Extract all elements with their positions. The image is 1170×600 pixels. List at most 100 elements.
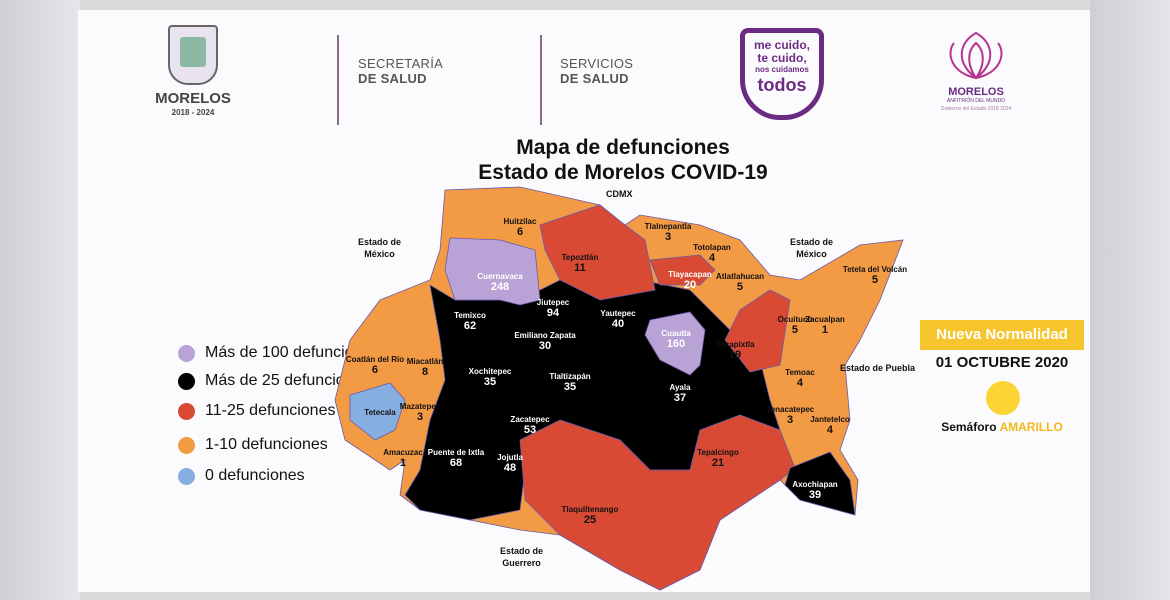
municipality-label: Jojutla 48 bbox=[497, 453, 523, 474]
municipality-label: Zacualpan 1 bbox=[805, 315, 845, 336]
municipality-name: Puente de Ixtla bbox=[427, 448, 485, 457]
municipality-name: Emiliano Zapata bbox=[514, 331, 576, 340]
municipality-name: Temixco bbox=[454, 311, 486, 320]
municipality-label: Temixco 62 bbox=[454, 311, 486, 332]
municipality-name: Atlatlahucan bbox=[715, 272, 765, 281]
municipality-label: Jantetelco 4 bbox=[810, 415, 850, 436]
lotus-logo-icon bbox=[946, 28, 1006, 83]
municipality-label: Tepalcingo 21 bbox=[697, 448, 739, 469]
municipality-name: Axochiapan bbox=[792, 480, 838, 489]
municipality-label: Zacatepec 53 bbox=[510, 415, 550, 436]
municipality-label: Coatlán del Río 6 bbox=[346, 355, 404, 376]
municipality-name: Xochitepec bbox=[468, 367, 512, 376]
municipality-deaths: 160 bbox=[666, 338, 686, 350]
legend-item: Más de 100 defunciones bbox=[178, 344, 379, 362]
municipality-name: Ocuituco bbox=[777, 315, 813, 324]
municipality-label: Yecapixtla 19 bbox=[715, 340, 755, 361]
municipality-label: Amacuzac 1 bbox=[383, 448, 423, 469]
municipality-deaths: 5 bbox=[736, 281, 744, 293]
municipality-name: Jiutepec bbox=[536, 298, 570, 307]
municipality-deaths: 35 bbox=[483, 376, 497, 388]
municipality-deaths: 35 bbox=[563, 381, 577, 393]
neighbor-edomex-east: Estado de México bbox=[790, 237, 834, 259]
municipality-name: Totolapan bbox=[693, 243, 731, 252]
neighbor-edomex-west: Estado de México bbox=[358, 237, 402, 259]
campaign-logo: me cuido, te cuido, nos cuidamos todos bbox=[740, 28, 824, 120]
municipality-label: Axochiapan 39 bbox=[792, 480, 838, 501]
municipality-deaths: 11 bbox=[574, 262, 586, 274]
legend-swatch bbox=[178, 402, 195, 420]
municipality-deaths: 21 bbox=[711, 457, 725, 469]
municipality-name: Zacualpan bbox=[805, 315, 845, 324]
municipality-deaths: 30 bbox=[538, 340, 552, 352]
legend-swatch bbox=[178, 372, 195, 390]
municipality-name: Tetecala bbox=[364, 408, 396, 417]
municipality-label: Temoac 4 bbox=[785, 368, 815, 389]
legend-swatch bbox=[178, 344, 195, 362]
municipality-label: Tlalnepantla 3 bbox=[644, 222, 692, 243]
divider bbox=[540, 35, 542, 125]
municipality-name: Cuautla bbox=[661, 329, 691, 338]
municipality-label: Tepoztlán 11 bbox=[561, 253, 599, 274]
semaforo-status: Semáforo AMARILLO bbox=[941, 420, 1063, 434]
secretaria-de-salud: SECRETARÍA DE SALUD bbox=[358, 56, 444, 86]
municipality-name: Ayala bbox=[669, 383, 691, 392]
municipality-label: Jonacatepec 3 bbox=[765, 405, 815, 426]
semaforo-light-icon bbox=[986, 381, 1020, 415]
municipality-name: Yautepec bbox=[600, 309, 636, 318]
region-axochiapan bbox=[784, 451, 856, 516]
municipality-name: Jojutla bbox=[497, 453, 523, 462]
municipality-deaths: 68 bbox=[449, 457, 463, 469]
municipality-deaths: 1 bbox=[399, 457, 407, 469]
municipality-name: Yecapixtla bbox=[715, 340, 755, 349]
municipality-label: Tlayacapan 20 bbox=[668, 270, 712, 291]
municipality-deaths: 6 bbox=[516, 226, 524, 238]
municipality-name: Jonacatepec bbox=[765, 405, 815, 414]
legend-item: 11-25 defunciones bbox=[178, 402, 335, 420]
municipality-label: Xochitepec 35 bbox=[468, 367, 512, 388]
legend-swatch bbox=[178, 436, 195, 454]
phase-badge: Nueva Normalidad bbox=[920, 320, 1084, 350]
legend-swatch bbox=[178, 467, 195, 485]
background-left bbox=[0, 0, 80, 600]
municipality-label: Tlaltizapán 35 bbox=[549, 372, 591, 393]
municipality-label: Cuautla 160 bbox=[661, 329, 691, 350]
municipality-label: Emiliano Zapata 30 bbox=[514, 331, 576, 352]
municipality-deaths: 39 bbox=[808, 489, 822, 501]
municipality-name: Tlalnepantla bbox=[644, 222, 692, 231]
municipality-name: Tetela del Volcán bbox=[842, 265, 908, 274]
municipality-name: Zacatepec bbox=[510, 415, 550, 424]
municipality-label: Mazatepec 3 bbox=[399, 402, 441, 423]
municipality-deaths: 4 bbox=[826, 424, 834, 436]
municipality-name: Mazatepec bbox=[399, 402, 441, 411]
region-tetecala bbox=[349, 382, 406, 441]
municipality-deaths: 6 bbox=[371, 364, 379, 376]
neighbor-guerrero: Estado de Guerrero bbox=[500, 546, 544, 568]
servicios-de-salud: SERVICIOS DE SALUD bbox=[560, 56, 634, 86]
map-title: Mapa de defunciones Estado de Morelos COV… bbox=[478, 136, 768, 184]
municipality-deaths: 62 bbox=[463, 320, 477, 332]
municipality-label: Tetela del Volcán 5 bbox=[842, 265, 908, 286]
region-tlayacapan bbox=[649, 254, 716, 286]
anfitrion-logo-sub: Gobierno del Estado 2018 2024 bbox=[940, 106, 1012, 112]
background-right bbox=[1090, 0, 1170, 600]
municipality-deaths: 94 bbox=[546, 307, 560, 319]
region-cuautla bbox=[644, 311, 706, 376]
municipality-deaths: 20 bbox=[683, 279, 697, 291]
anfitrion-logo-name: MORELOS bbox=[948, 86, 1004, 98]
municipality-deaths: 4 bbox=[708, 252, 716, 264]
region-cuernavaca bbox=[444, 237, 541, 306]
municipality-name: Tepoztlán bbox=[561, 253, 599, 262]
neighbor-cdmx: CDMX bbox=[606, 189, 633, 199]
anfitrion-logo-tagline: ANFITRIÓN DEL MUNDO bbox=[946, 98, 1006, 104]
municipality-name: Jantetelco bbox=[810, 415, 850, 424]
neighbor-puebla: Estado de Puebla bbox=[840, 363, 916, 373]
municipality-label: Totolapan 4 bbox=[693, 243, 731, 264]
municipality-deaths: 3 bbox=[416, 411, 424, 423]
municipality-name: Tlaltizapán bbox=[549, 372, 591, 381]
municipality-deaths: 248 bbox=[490, 281, 510, 293]
morelos-logo-name: MORELOS bbox=[155, 90, 231, 107]
municipality-deaths: 5 bbox=[871, 274, 879, 286]
municipality-name: Tepalcingo bbox=[697, 448, 739, 457]
municipality-label: Atlatlahucan 5 bbox=[715, 272, 765, 293]
